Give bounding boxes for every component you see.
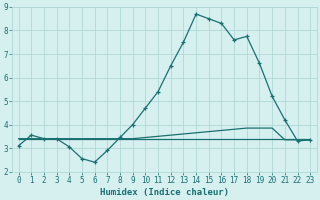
X-axis label: Humidex (Indice chaleur): Humidex (Indice chaleur) (100, 188, 229, 197)
